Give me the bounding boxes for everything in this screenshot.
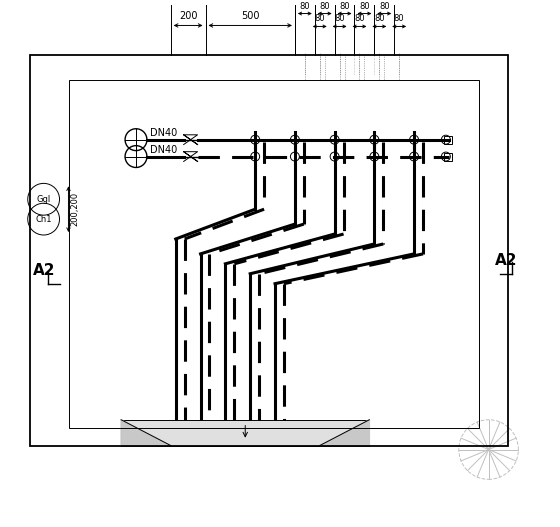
Bar xyxy=(444,135,452,144)
Text: 80: 80 xyxy=(359,2,370,11)
Text: 80: 80 xyxy=(354,14,365,24)
Text: 80: 80 xyxy=(334,14,345,24)
Text: A2: A2 xyxy=(495,253,517,268)
Polygon shape xyxy=(320,419,370,445)
Text: 200,200: 200,200 xyxy=(71,192,80,226)
Bar xyxy=(30,55,508,445)
Text: 80: 80 xyxy=(339,2,350,11)
Text: Ggl: Ggl xyxy=(36,195,51,204)
Text: DN40: DN40 xyxy=(150,128,177,138)
Text: A2: A2 xyxy=(32,264,55,278)
Text: Ch1: Ch1 xyxy=(35,214,52,223)
Polygon shape xyxy=(121,419,171,445)
Text: 80: 80 xyxy=(394,14,404,24)
Text: 80: 80 xyxy=(300,2,310,11)
Text: 80: 80 xyxy=(314,14,325,24)
Bar xyxy=(444,153,452,161)
Bar xyxy=(121,419,370,445)
Text: DN40: DN40 xyxy=(150,144,177,154)
Text: 80: 80 xyxy=(319,2,330,11)
Text: 200: 200 xyxy=(179,12,197,22)
Text: 500: 500 xyxy=(241,12,259,22)
Text: 80: 80 xyxy=(374,14,385,24)
Text: 80: 80 xyxy=(379,2,390,11)
Bar xyxy=(69,80,479,428)
